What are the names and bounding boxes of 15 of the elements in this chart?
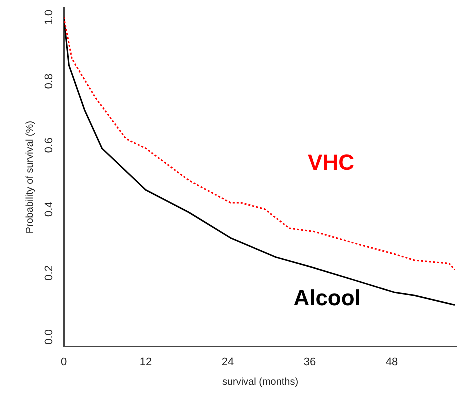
- y-tick-label: 0.6: [44, 138, 56, 154]
- y-tick-label: 0.0: [44, 330, 56, 345]
- x-axis-title: survival (months): [222, 376, 299, 388]
- y-tick-label: 0.2: [44, 266, 56, 281]
- x-tick-label: 24: [222, 356, 234, 368]
- text: VHC: [308, 150, 355, 175]
- y-tick-label: 0.4: [44, 202, 56, 218]
- x-tick-label: 48: [386, 356, 398, 368]
- y-tick-label: 0.8: [44, 74, 56, 90]
- x-tick-label: 36: [304, 356, 316, 368]
- x-tick-label: 0: [60, 356, 68, 368]
- y-axis-title: Probability of survival (%): [24, 120, 36, 234]
- y-tick-label: 1.0: [44, 10, 56, 26]
- x-tick-label: 12: [140, 356, 152, 368]
- series-label: Alcool: [294, 285, 361, 310]
